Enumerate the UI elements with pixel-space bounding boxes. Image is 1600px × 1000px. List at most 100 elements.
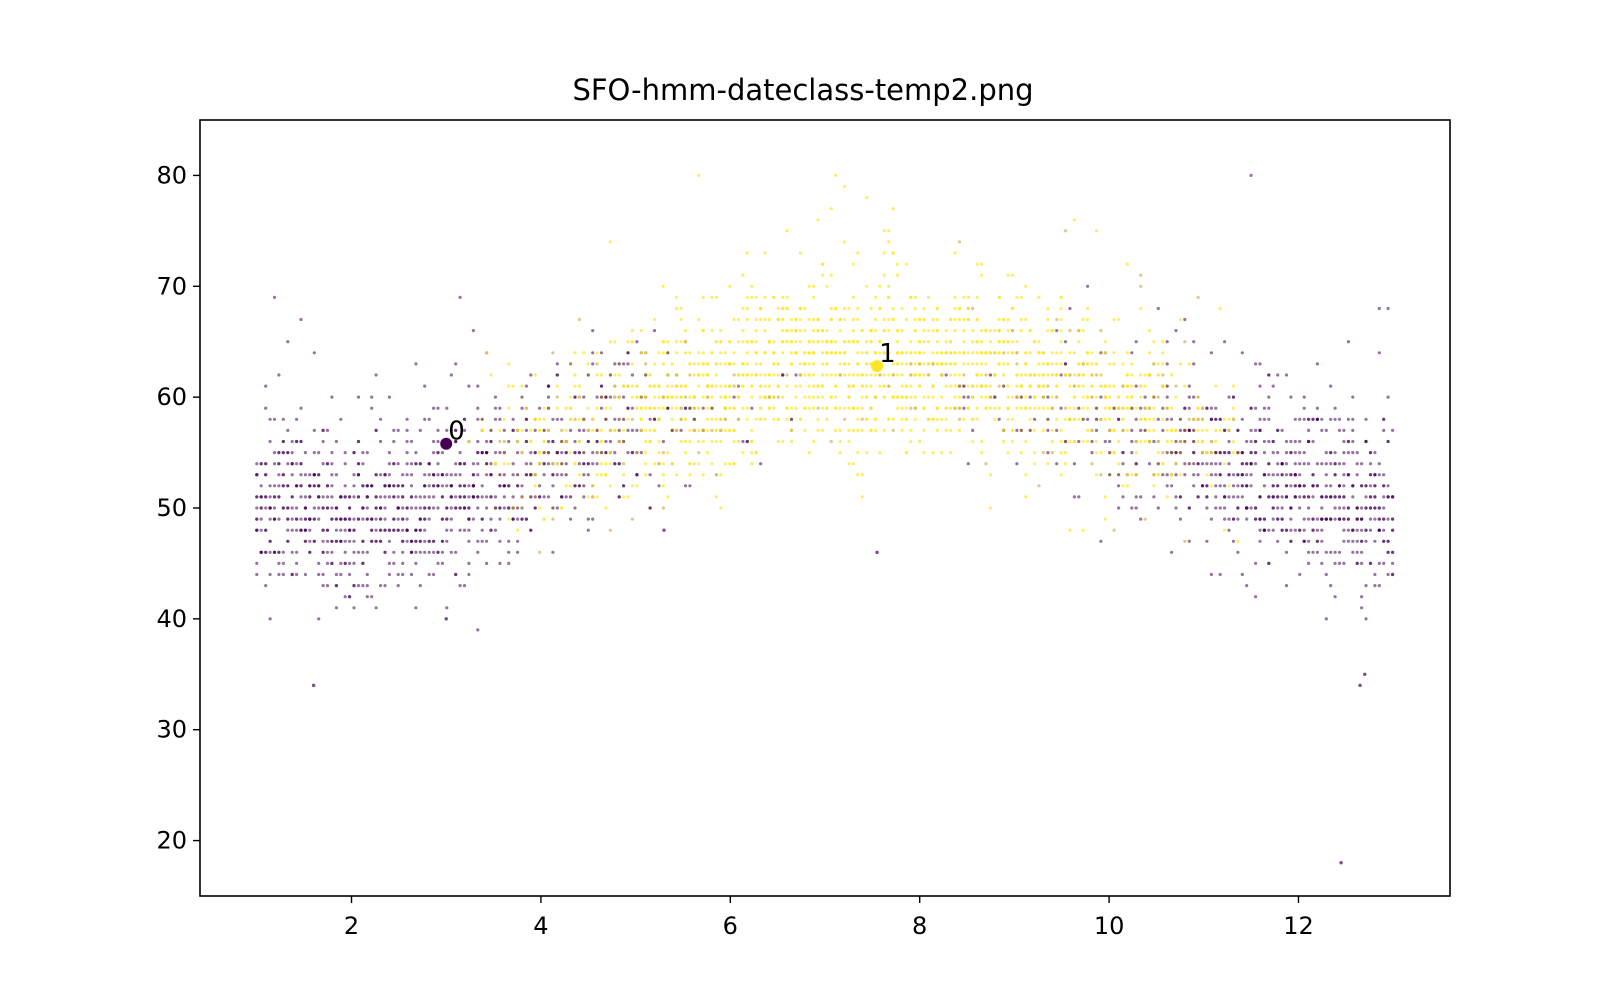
data-point [281, 572, 285, 577]
data-point [918, 362, 922, 366]
data-point [869, 406, 873, 410]
data-point [847, 439, 851, 444]
data-point [573, 451, 577, 455]
data-point [701, 373, 705, 377]
data-point [922, 340, 926, 344]
data-point [635, 473, 639, 477]
data-point [1267, 462, 1271, 466]
data-point [1147, 439, 1152, 444]
data-point [710, 428, 714, 432]
data-point [825, 362, 829, 366]
data-point [520, 428, 524, 432]
data-point [1320, 517, 1324, 521]
data-point [798, 317, 803, 322]
data-point [1302, 484, 1306, 488]
data-point [865, 417, 869, 421]
data-point [626, 351, 630, 355]
data-point [356, 495, 361, 499]
data-point [1214, 384, 1218, 388]
data-point [1037, 484, 1041, 488]
data-point [577, 384, 582, 388]
data-point [940, 373, 944, 377]
data-point [454, 428, 458, 432]
data-point [396, 584, 400, 588]
data-point [277, 451, 281, 455]
data-point [949, 317, 953, 322]
data-point [1324, 617, 1328, 621]
data-point [546, 495, 551, 499]
data-point [476, 539, 480, 543]
data-point [467, 528, 471, 532]
data-point [887, 329, 891, 333]
data-point [944, 329, 948, 333]
data-point [1360, 506, 1364, 510]
data-point [524, 439, 529, 444]
data-point [454, 439, 458, 444]
data-point [812, 362, 816, 366]
data-point [1152, 395, 1156, 399]
data-point [896, 340, 900, 344]
data-point [1209, 439, 1213, 444]
data-point [1010, 428, 1015, 432]
data-point [334, 473, 338, 477]
data-point [1086, 406, 1090, 410]
data-point [679, 439, 683, 444]
data-point [507, 506, 511, 510]
data-point [1333, 506, 1337, 510]
data-point [825, 329, 829, 333]
data-point [1090, 395, 1094, 399]
data-point [1117, 317, 1121, 322]
data-point [520, 484, 524, 488]
data-point [993, 395, 997, 399]
data-point [732, 439, 736, 444]
data-point [1284, 484, 1289, 488]
data-point [281, 550, 285, 554]
data-point [980, 340, 984, 344]
data-point [1240, 417, 1244, 421]
data-point [1046, 317, 1050, 322]
data-point [516, 428, 520, 432]
data-point [1192, 484, 1196, 488]
data-point [1059, 351, 1063, 355]
data-point [1050, 428, 1054, 432]
data-point [418, 517, 422, 521]
data-point [586, 362, 590, 366]
data-point [1293, 439, 1297, 444]
data-point [577, 439, 582, 444]
data-point [626, 428, 630, 432]
data-point [953, 384, 957, 388]
data-point [803, 351, 807, 355]
data-point [639, 428, 643, 432]
data-point [365, 484, 369, 488]
data-point [785, 373, 789, 377]
data-point [1209, 484, 1213, 488]
data-point [1329, 517, 1333, 521]
data-point [661, 462, 666, 466]
data-point [1077, 406, 1081, 410]
data-point [529, 451, 533, 455]
data-point [1103, 340, 1107, 344]
data-point [356, 550, 361, 554]
data-point [807, 340, 811, 344]
data-point [962, 406, 966, 410]
data-point [303, 572, 307, 577]
data-point [1218, 306, 1222, 311]
data-point [1271, 473, 1275, 477]
data-point [617, 395, 621, 399]
data-point [427, 539, 431, 543]
data-point [736, 384, 741, 388]
data-point [423, 528, 427, 532]
data-point [644, 473, 648, 477]
data-point [608, 439, 613, 444]
data-point [1302, 539, 1306, 543]
data-point [781, 295, 785, 299]
data-point [759, 362, 763, 366]
data-point [873, 317, 878, 322]
data-point [1086, 284, 1090, 288]
data-point [317, 517, 321, 521]
data-point [1209, 517, 1213, 521]
data-point [1276, 451, 1280, 455]
data-point [303, 517, 307, 521]
data-point [1094, 439, 1099, 444]
data-point [785, 295, 789, 299]
